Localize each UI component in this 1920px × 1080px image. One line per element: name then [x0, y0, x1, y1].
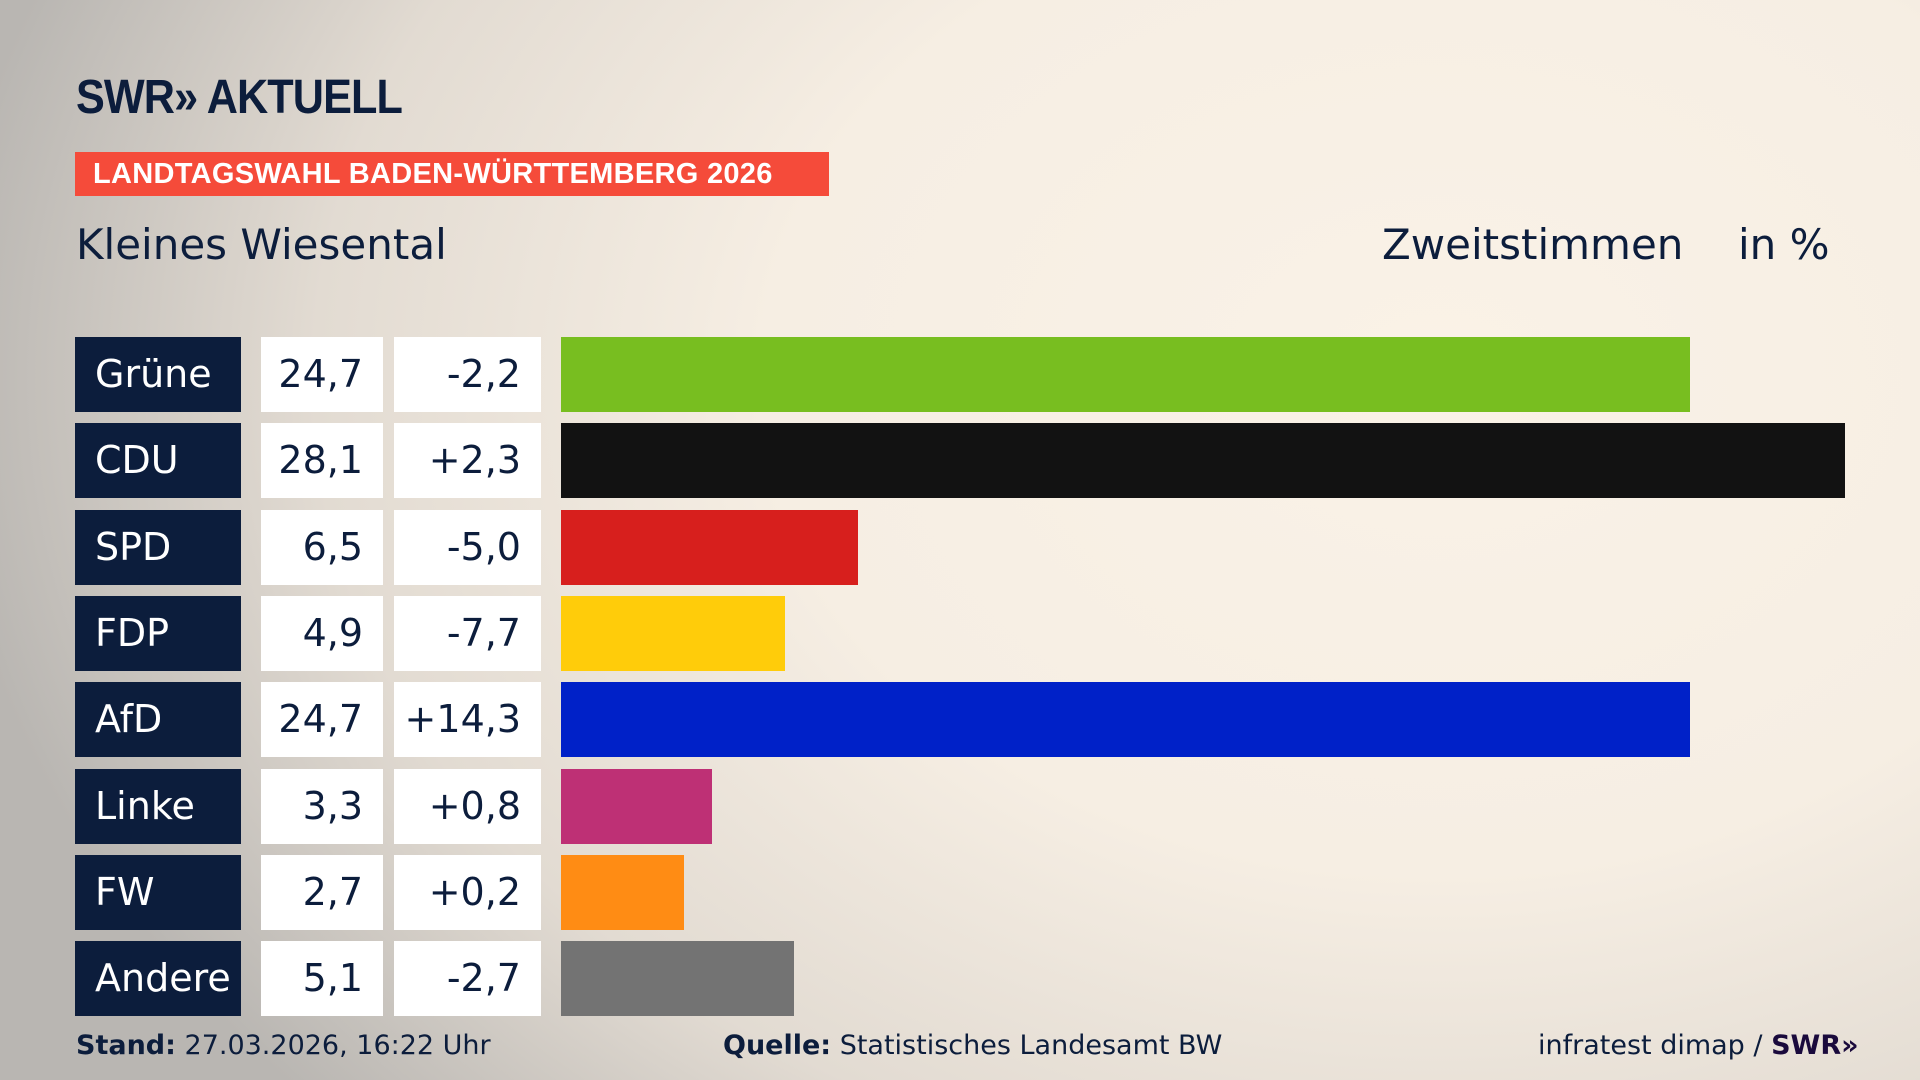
source-info: Quelle: Statistisches Landesamt BW [723, 1030, 1222, 1061]
party-label: SPD [75, 509, 241, 585]
stand-label: Stand: [76, 1030, 176, 1061]
change-label: -7,7 [394, 595, 541, 671]
change-label: +0,8 [394, 768, 541, 844]
vote-type-label: Zweitstimmen [1382, 220, 1684, 269]
bar-grüne [561, 337, 1690, 412]
credit-text: infratest dimap / [1538, 1030, 1772, 1061]
credit: infratest dimap / SWR» [1538, 1030, 1859, 1061]
bar-fw [561, 854, 685, 930]
value-label: 24,7 [261, 682, 383, 758]
party-label: FDP [75, 595, 241, 671]
party-label: FW [75, 854, 241, 930]
bar-spd [561, 509, 858, 585]
value-label: 28,1 [261, 423, 383, 499]
region-title: Kleines Wiesental [76, 220, 447, 269]
swr-brand-logo: SWR» [1771, 1030, 1859, 1061]
change-label: +2,3 [394, 423, 541, 499]
value-label: 6,5 [261, 509, 383, 585]
source-label: Quelle: [723, 1030, 832, 1061]
bar-andere [561, 941, 795, 1017]
value-label: 24,7 [261, 337, 383, 412]
bar-afd [561, 682, 1690, 758]
election-banner: LANDTAGSWAHL BADEN-WÜRTTEMBERG 2026 [75, 152, 829, 196]
stand-value: 27.03.2026, 16:22 Uhr [184, 1030, 491, 1061]
change-label: -5,0 [394, 509, 541, 585]
value-label: 4,9 [261, 595, 383, 671]
source-value: Statistisches Landesamt BW [839, 1030, 1223, 1061]
swr-aktuell-logo: SWR» AKTUELL [76, 71, 403, 124]
bar-cdu [561, 423, 1845, 499]
party-label: CDU [75, 423, 241, 499]
party-label: AfD [75, 682, 241, 758]
change-label: +0,2 [394, 854, 541, 930]
party-label: Linke [75, 768, 241, 844]
bar-fdp [561, 595, 785, 671]
unit-label: in % [1738, 220, 1830, 269]
change-label: +14,3 [394, 682, 541, 758]
value-label: 2,7 [261, 854, 383, 930]
party-label: Grüne [75, 337, 241, 412]
value-label: 5,1 [261, 941, 383, 1017]
change-label: -2,7 [394, 941, 541, 1017]
bar-linke [561, 768, 712, 844]
party-label: Andere [75, 941, 241, 1017]
stand-info: Stand: 27.03.2026, 16:22 Uhr [76, 1030, 491, 1061]
value-label: 3,3 [261, 768, 383, 844]
change-label: -2,2 [394, 337, 541, 412]
